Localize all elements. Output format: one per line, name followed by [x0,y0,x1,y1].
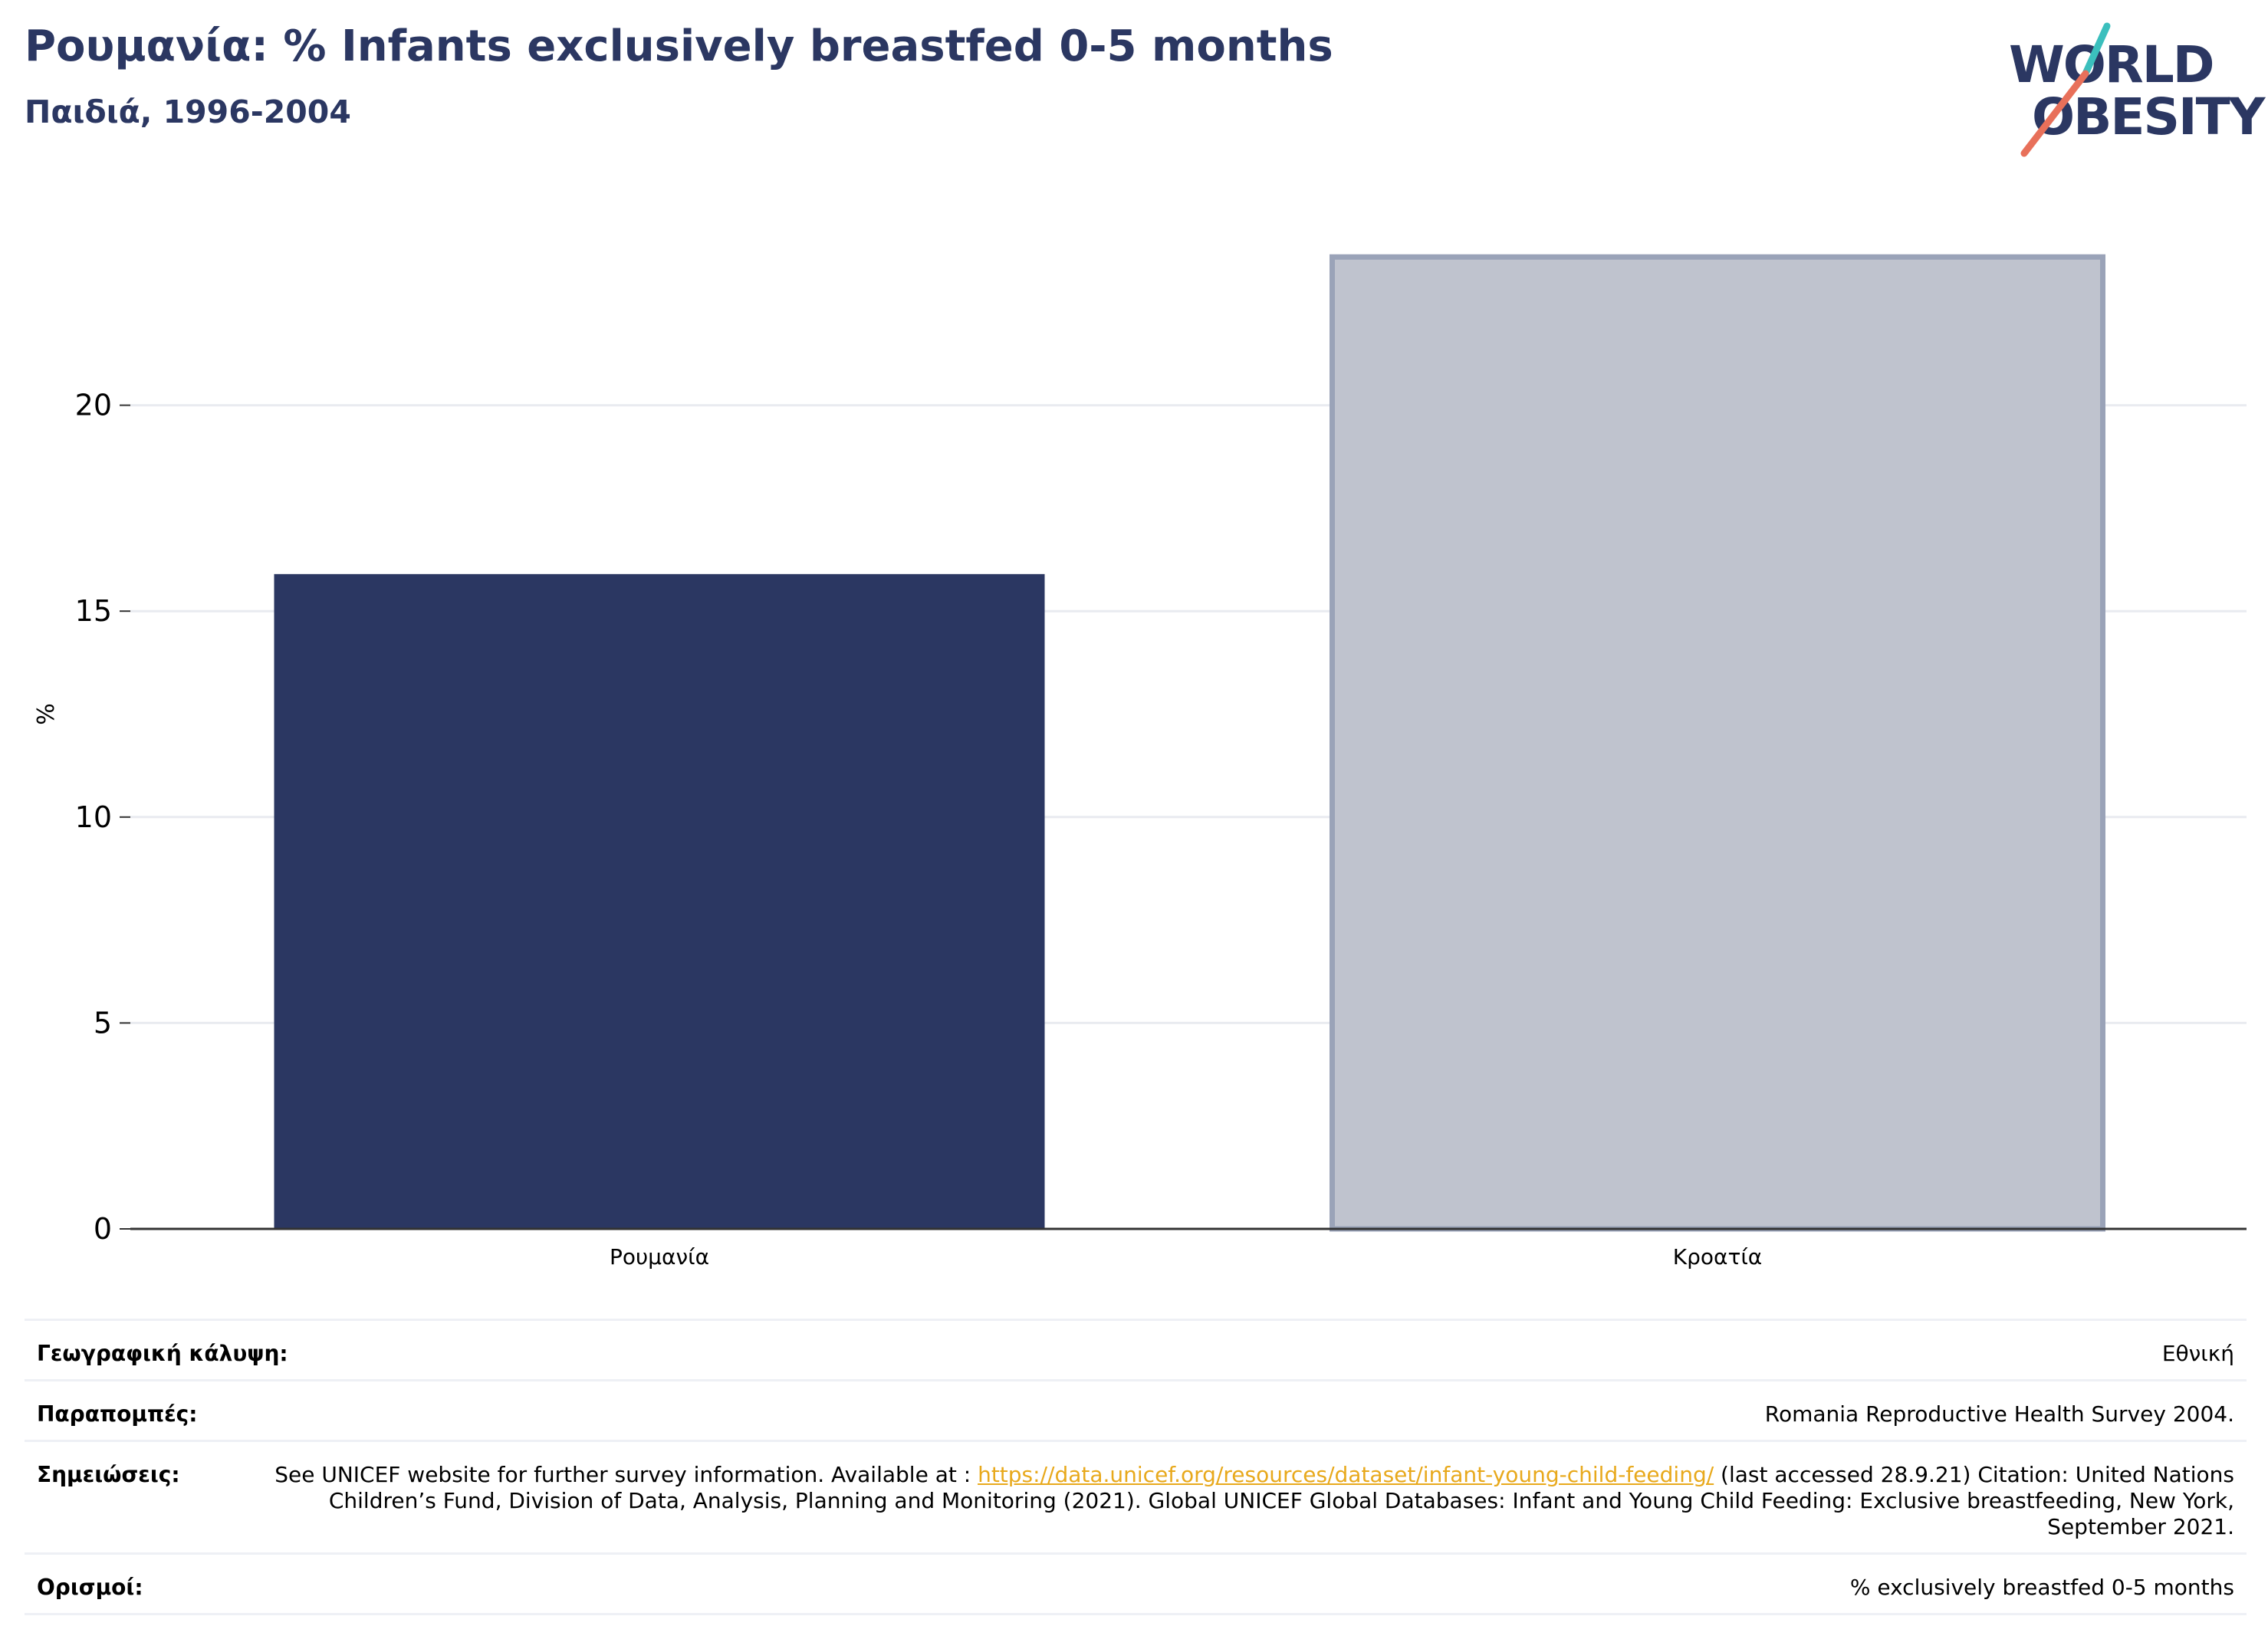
notes-suffix: (last accessed 28.9.21) Citation: United… [328,1462,2234,1539]
references-label: Παραπομπές: [37,1401,198,1427]
y-tick-label: 0 [94,1212,112,1246]
logo-line-1: WORLD [2009,35,2215,94]
metadata-table: Γεωγραφική κάλυψη: Εθνική Παραπομπές: Ro… [25,1319,2247,1615]
logo-line-2: OBESITY [2032,87,2265,146]
references-value: Romania Reproductive Health Survey 2004. [1764,1401,2234,1427]
y-tick-label: 10 [75,800,112,834]
x-tick-label: Κροατία [1673,1244,1763,1270]
x-tick-label: Ρουμανία [610,1244,709,1270]
y-tick-label: 5 [94,1006,112,1040]
meta-row-coverage: Γεωγραφική κάλυψη: Εθνική [25,1319,2247,1379]
logo-slash-icon [2020,22,2111,157]
bar-1 [274,573,1045,1229]
meta-row-notes: Σημειώσεις: See UNICEF website for furth… [25,1440,2247,1552]
meta-row-references: Παραπομπές: Romania Reproductive Health … [25,1379,2247,1440]
definitions-value: % exclusively breastfed 0-5 months [1849,1575,2234,1600]
coverage-value: Εθνική [2161,1341,2234,1366]
unicef-link[interactable]: https://data.unicef.org/resources/datase… [978,1462,1714,1487]
meta-row-definitions: Ορισμοί: % exclusively breastfed 0-5 mon… [25,1552,2247,1615]
chart-title: Ρουμανία: % Infants exclusively breastfe… [25,21,1333,71]
chart-subtitle: Παιδιά, 1996-2004 [25,94,351,130]
notes-label: Σημειώσεις: [37,1462,180,1487]
y-tick-label: 20 [75,389,112,422]
coverage-label: Γεωγραφική κάλυψη: [37,1341,288,1366]
definitions-label: Ορισμοί: [37,1575,143,1600]
y-axis-title: % [33,703,60,725]
y-tick-label: 15 [75,594,112,628]
notes-value: See UNICEF website for further survey in… [180,1462,2234,1540]
world-obesity-logo: WORLD OBESITY [2001,20,2265,166]
notes-prefix: See UNICEF website for further survey in… [274,1462,978,1487]
bar-2 [1330,254,2105,1232]
bar-chart: 0 5 10 15 20 Ρουμανία Κροατία% [33,254,2247,1270]
